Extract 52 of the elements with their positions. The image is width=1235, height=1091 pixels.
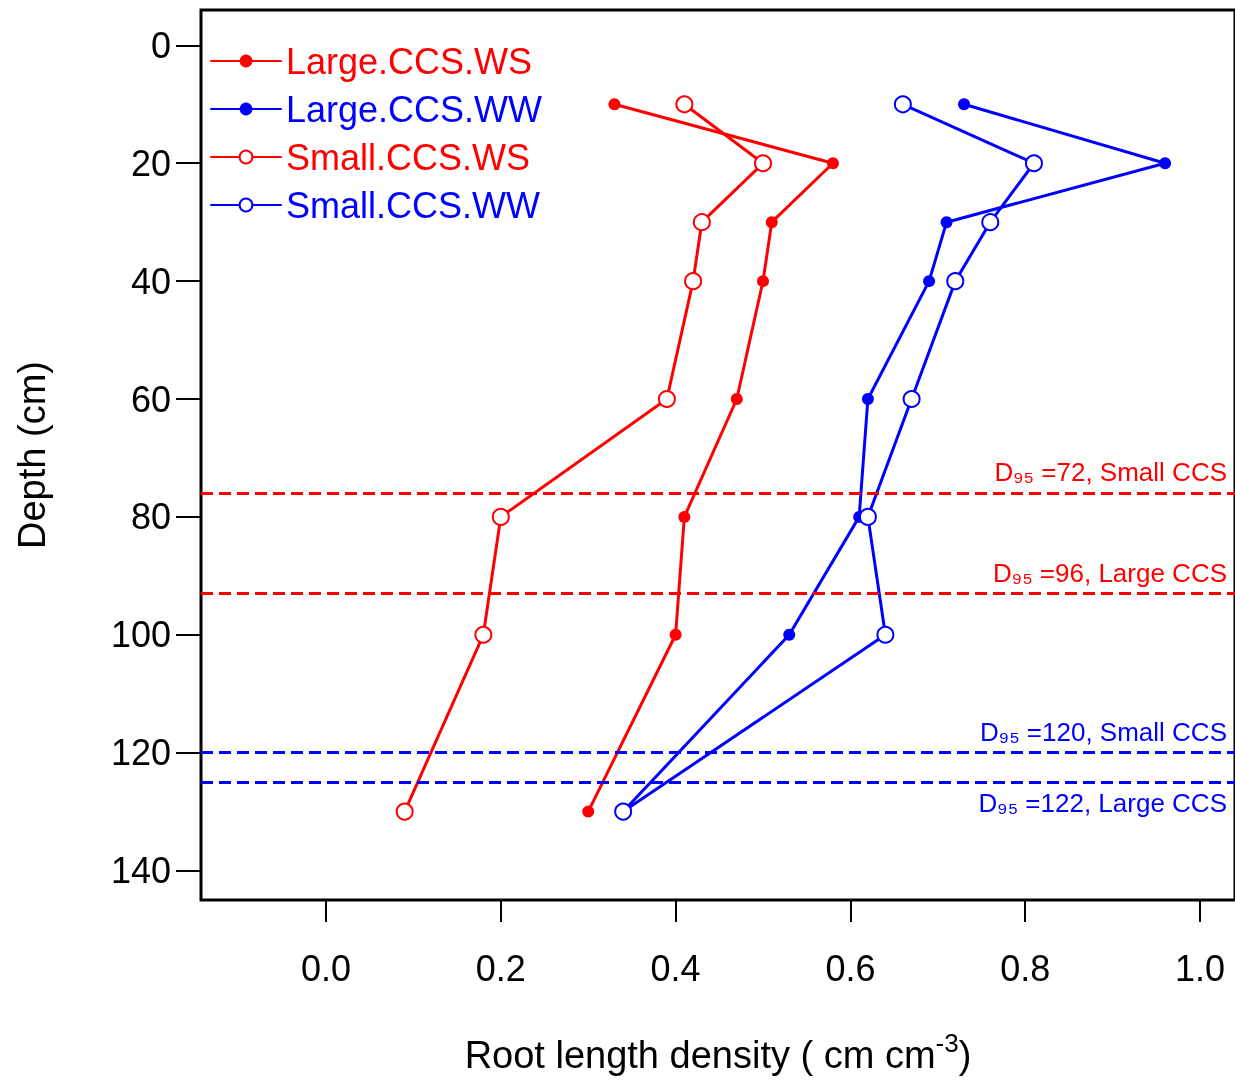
point bbox=[754, 154, 773, 173]
x-tick-label: 0.0 bbox=[300, 947, 352, 989]
y-tick-label: 80 bbox=[130, 496, 171, 538]
legend-label: Large.CCS.WS bbox=[286, 40, 533, 82]
legend-label: Small.CCS.WS bbox=[286, 136, 531, 178]
y-tick-label: 60 bbox=[130, 378, 171, 420]
x-tick-label: 0.6 bbox=[825, 947, 876, 989]
point bbox=[474, 625, 493, 644]
point bbox=[669, 628, 682, 641]
point bbox=[893, 95, 912, 114]
x-tick-label: 0.8 bbox=[1000, 947, 1051, 989]
point bbox=[1024, 154, 1043, 173]
point bbox=[730, 393, 743, 405]
point bbox=[940, 216, 953, 229]
point bbox=[608, 98, 621, 111]
point bbox=[491, 507, 510, 526]
y-tick-label: 20 bbox=[130, 142, 171, 184]
point bbox=[923, 275, 936, 288]
point bbox=[395, 802, 414, 821]
x-tick-label: 0.4 bbox=[650, 947, 701, 989]
y-tick-label: 100 bbox=[110, 614, 171, 656]
point bbox=[826, 157, 839, 170]
y-tick-label: 120 bbox=[110, 732, 171, 774]
annotation: D₉₅ =122, Large CCS bbox=[978, 788, 1227, 819]
x-tick-label: 0.2 bbox=[475, 947, 526, 989]
y-tick-label: 40 bbox=[130, 260, 171, 302]
point bbox=[675, 95, 694, 114]
x-tick-label: 1.0 bbox=[1175, 947, 1226, 989]
point bbox=[657, 390, 676, 408]
annotation: D₉₅ =96, Large CCS bbox=[993, 557, 1227, 588]
point bbox=[757, 275, 770, 288]
point bbox=[981, 213, 1000, 232]
point bbox=[858, 507, 877, 526]
point bbox=[765, 216, 778, 229]
point bbox=[876, 625, 895, 644]
point bbox=[783, 628, 796, 641]
point bbox=[861, 393, 874, 405]
legend-label: Small.CCS.WW bbox=[286, 184, 541, 226]
point bbox=[946, 272, 965, 291]
annotation: D₉₅ =72, Small CCS bbox=[994, 457, 1227, 488]
point bbox=[902, 390, 921, 408]
point bbox=[692, 213, 711, 232]
y-tick-label: 0 bbox=[150, 24, 171, 66]
point bbox=[1159, 157, 1172, 170]
point bbox=[678, 510, 691, 523]
legend-label: Large.CCS.WW bbox=[286, 88, 543, 130]
y-axis-title: Depth (cm) bbox=[11, 361, 53, 549]
point bbox=[582, 805, 595, 818]
point bbox=[684, 272, 703, 291]
point bbox=[958, 98, 971, 111]
annotation: D₉₅ =120, Small CCS bbox=[980, 716, 1227, 747]
y-tick-label: 140 bbox=[110, 850, 171, 892]
